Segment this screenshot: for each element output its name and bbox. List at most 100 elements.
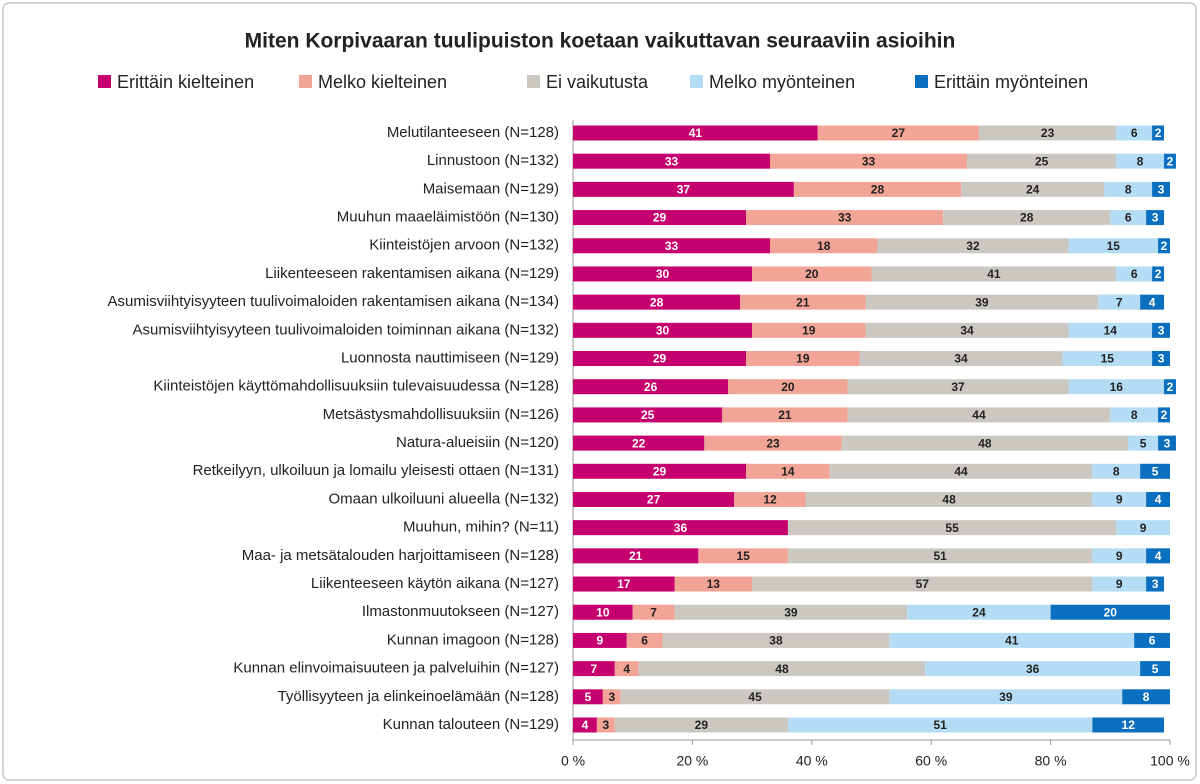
data-label: 36: [674, 521, 688, 535]
bar-segment: [573, 604, 633, 620]
bar-segment: [1068, 322, 1153, 338]
bar-segment: [1050, 604, 1170, 620]
data-label: 19: [802, 324, 816, 338]
bar-segment: [614, 661, 639, 677]
data-label: 6: [1149, 634, 1156, 648]
category-label: Ilmastonmuutokseen (N=127): [362, 603, 559, 620]
bar-segment: [1068, 379, 1165, 395]
data-label: 2: [1155, 267, 1162, 281]
legend-label: Erittäin kielteinen: [117, 72, 254, 92]
bar-segment: [907, 604, 1051, 620]
data-label: 5: [1152, 464, 1159, 478]
bar-segment: [1152, 181, 1170, 197]
bar-segment: [573, 351, 747, 367]
data-label: 22: [632, 436, 646, 450]
bar-segment: [704, 435, 842, 451]
bar-segment: [1164, 379, 1176, 395]
category-label: Kiinteistöjen käyttömahdollisuuksiin tul…: [153, 378, 559, 395]
bar-segment: [787, 548, 1093, 564]
bar-segment: [1062, 351, 1153, 367]
data-label: 9: [1116, 549, 1123, 563]
data-label: 15: [1107, 239, 1121, 253]
bar-segment: [728, 379, 848, 395]
data-label: 33: [665, 239, 679, 253]
bar-segment: [573, 717, 597, 733]
bar-segment: [573, 210, 747, 226]
bar-segment: [1128, 435, 1159, 451]
bar-segment: [829, 463, 1093, 479]
data-label: 29: [653, 352, 667, 366]
data-label: 19: [796, 352, 810, 366]
bar-segment: [1104, 181, 1153, 197]
data-label: 9: [597, 634, 604, 648]
data-label: 27: [647, 493, 661, 507]
data-label: 2: [1161, 239, 1168, 253]
data-label: 45: [748, 690, 762, 704]
bar-segment: [746, 463, 830, 479]
category-label: Luonnosta nauttimiseen (N=129): [341, 349, 559, 366]
data-label: 4: [1149, 295, 1156, 309]
data-label: 14: [1104, 324, 1118, 338]
legend-swatch: [98, 75, 111, 88]
bar-segment: [752, 322, 866, 338]
bar-segment: [1146, 491, 1170, 507]
data-label: 41: [987, 267, 1001, 281]
bar-segment: [722, 407, 848, 423]
bar-segment: [943, 210, 1111, 226]
data-label: 6: [641, 634, 648, 648]
legend-swatch: [527, 75, 540, 88]
data-label: 3: [1152, 211, 1159, 225]
bar-segment: [573, 181, 794, 197]
bar-segment: [573, 689, 603, 705]
bar-segment: [740, 294, 866, 310]
data-label: 4: [1155, 493, 1162, 507]
bar-segment: [698, 548, 788, 564]
data-label: 26: [644, 380, 658, 394]
bar-segment: [1158, 407, 1170, 423]
bar-segment: [793, 181, 962, 197]
bar-segment: [1098, 294, 1141, 310]
bar-segment: [626, 632, 663, 648]
bar-segment: [865, 322, 1069, 338]
category-label: Kunnan talouteen (N=129): [383, 716, 559, 733]
data-label: 33: [665, 154, 679, 168]
bar-segment: [1158, 435, 1176, 451]
category-label: Linnustoon (N=132): [427, 152, 559, 169]
bar-segment: [1116, 153, 1165, 169]
bar-segment: [632, 604, 675, 620]
data-label: 28: [1020, 211, 1034, 225]
data-label: 2: [1167, 380, 1174, 394]
legend-label: Ei vaikutusta: [546, 72, 649, 92]
category-label: Kunnan elinvoimaisuuteen ja palveluihin …: [233, 660, 559, 677]
data-label: 4: [1155, 549, 1162, 563]
category-label: Muuhun maaeläimistöön (N=130): [337, 209, 559, 226]
bar-segment: [1122, 689, 1170, 705]
data-label: 15: [1101, 352, 1115, 366]
bar-segment: [573, 520, 788, 536]
data-label: 28: [871, 183, 885, 197]
data-label: 8: [1125, 183, 1132, 197]
bar-segment: [662, 632, 890, 648]
bar-segment: [573, 266, 753, 282]
data-label: 29: [653, 464, 667, 478]
data-label: 18: [817, 239, 831, 253]
data-label: 30: [656, 267, 670, 281]
data-label: 23: [766, 436, 780, 450]
data-label: 33: [862, 154, 876, 168]
data-label: 4: [623, 662, 630, 676]
bar-segment: [805, 491, 1093, 507]
data-label: 21: [629, 549, 643, 563]
bar-segment: [967, 153, 1117, 169]
bar-segment: [859, 351, 1063, 367]
legend-swatch: [915, 75, 928, 88]
data-label: 14: [781, 464, 795, 478]
category-label: Retkeilyyn, ulkoiluun ja lomailu yleises…: [193, 462, 559, 479]
bar-segment: [841, 435, 1129, 451]
bar-segment: [746, 351, 860, 367]
data-label: 6: [1131, 267, 1138, 281]
data-label: 57: [916, 577, 930, 591]
bar-segment: [674, 604, 908, 620]
legend-label: Erittäin myönteinen: [934, 72, 1088, 92]
x-tick-label: 0 %: [561, 753, 585, 769]
bar-segment: [1158, 238, 1170, 254]
